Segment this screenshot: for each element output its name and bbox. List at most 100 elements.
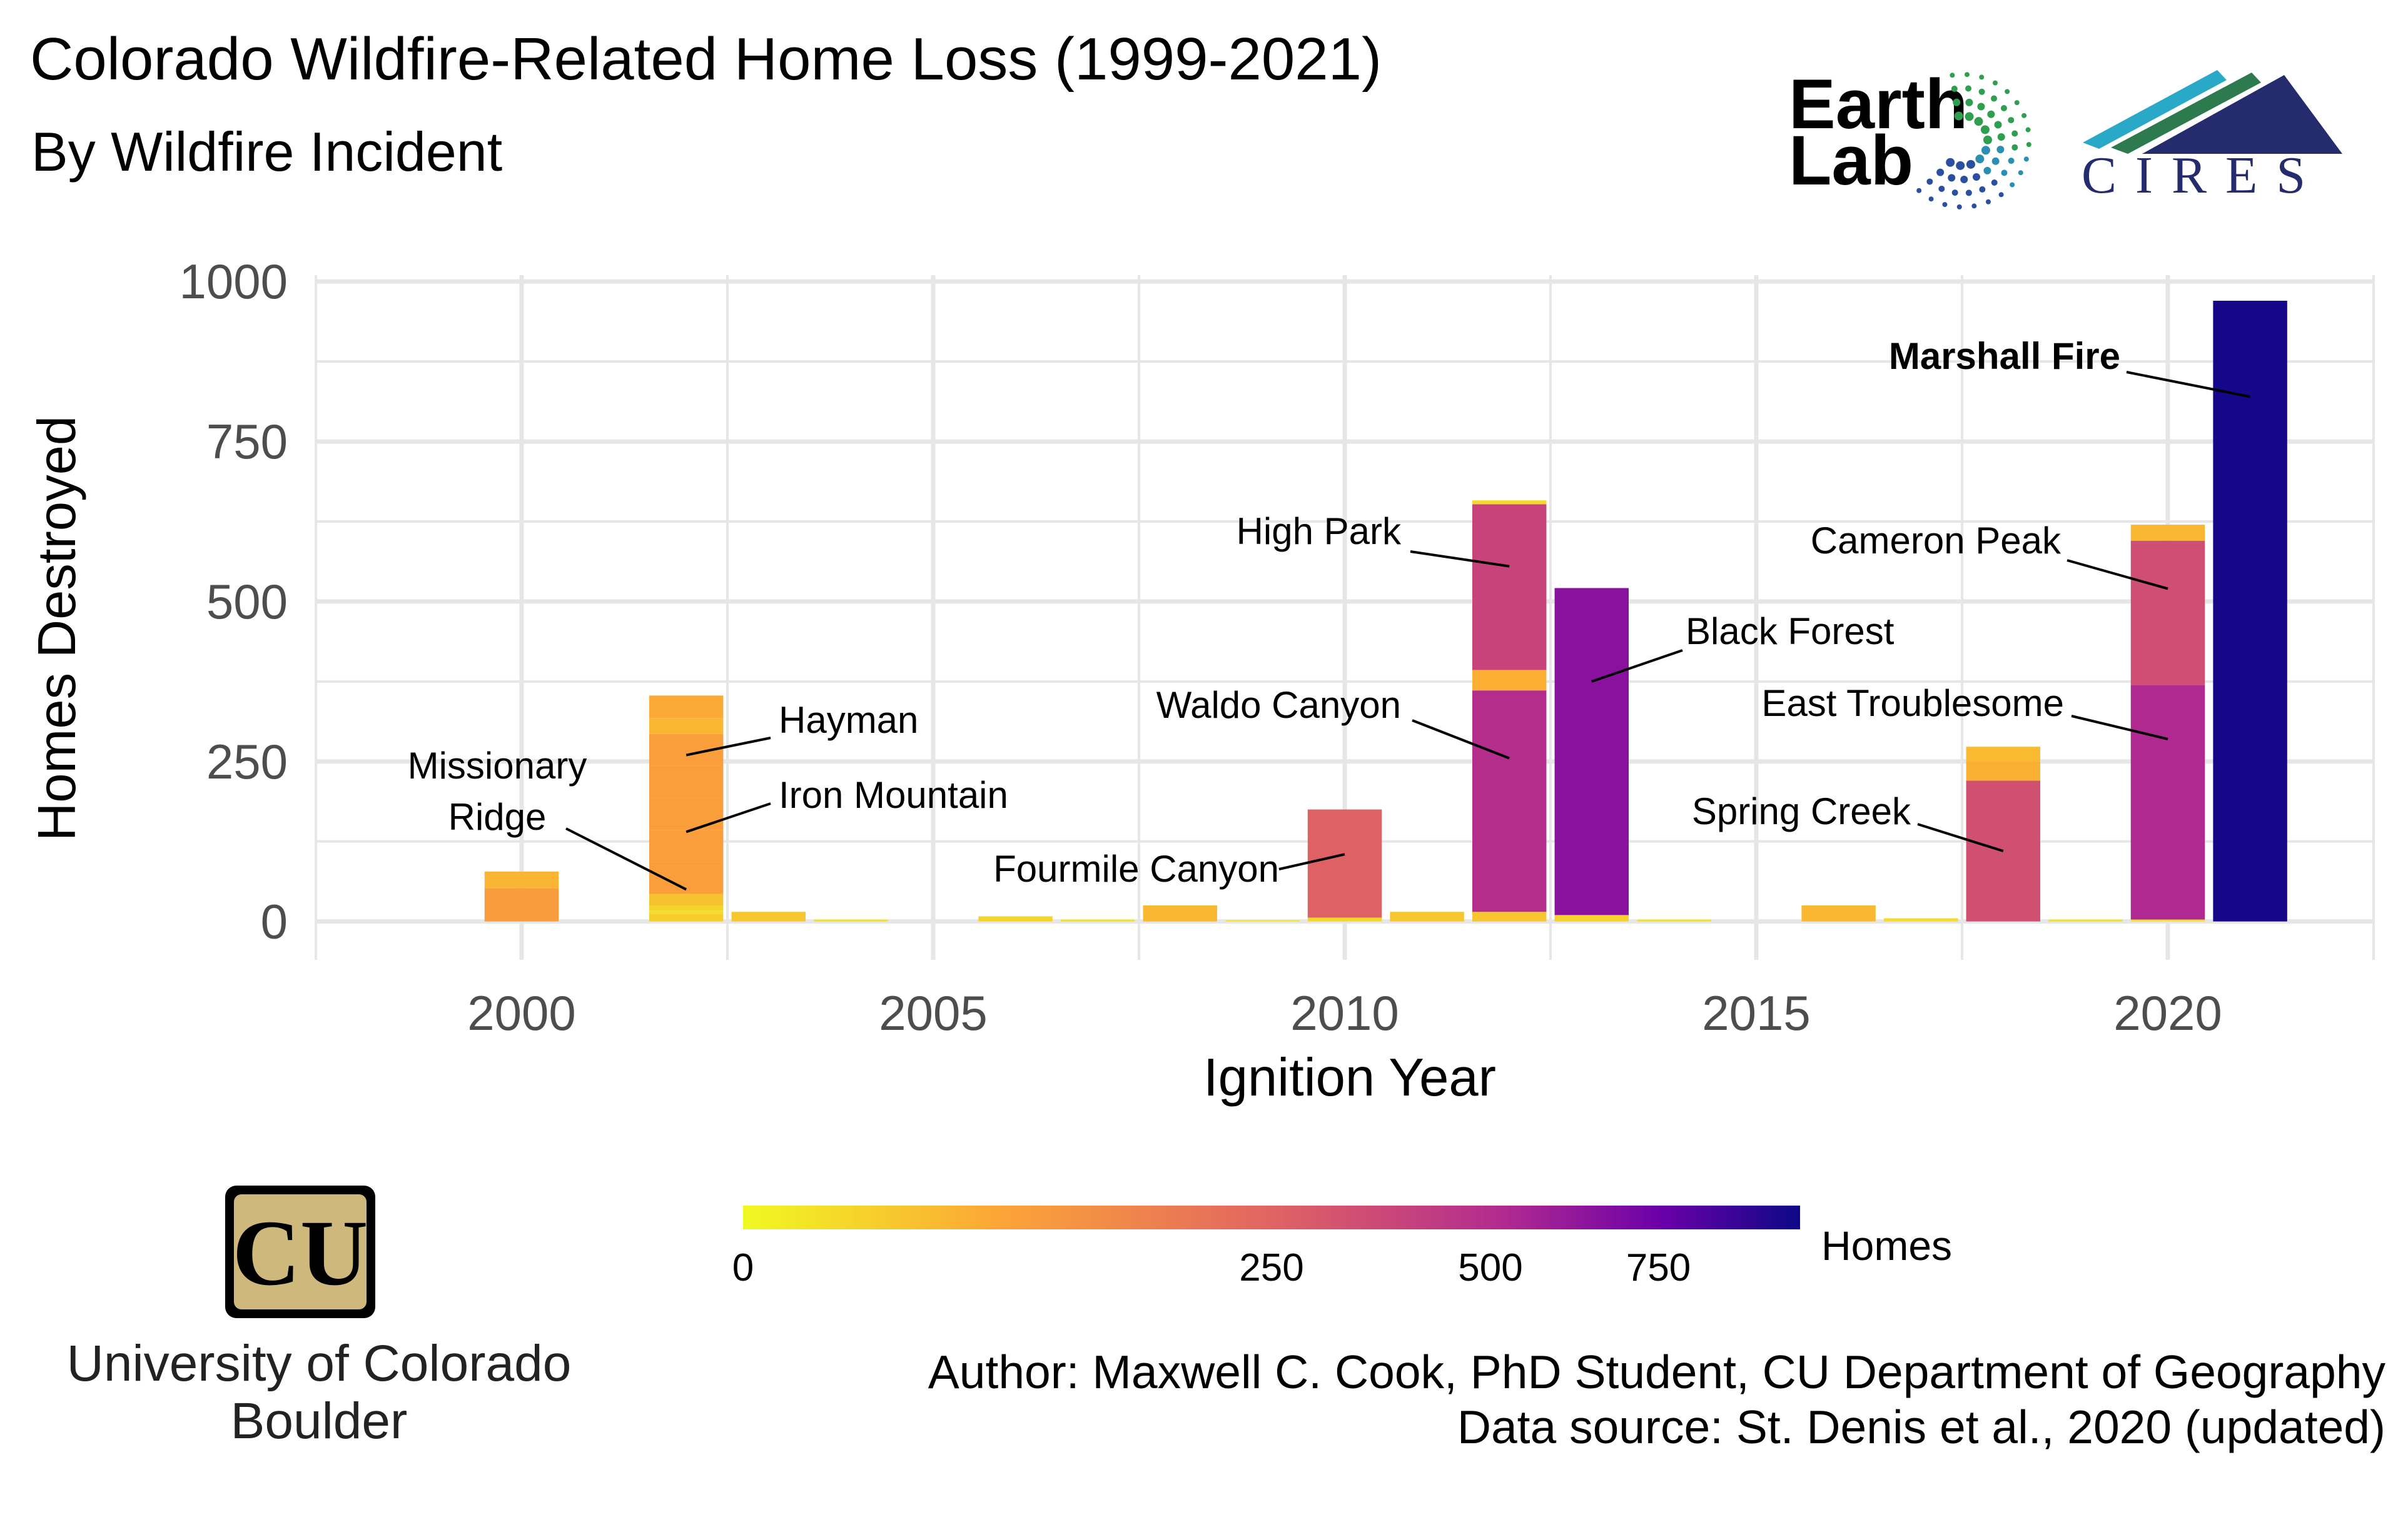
y-tick-label: 1000 [179, 254, 288, 309]
bar-segment [2130, 919, 2205, 922]
bar-2008 [1143, 905, 1218, 922]
bar-segment [2130, 540, 2205, 685]
earth-lab-logo-text-1: Earth [1789, 65, 1968, 143]
earth-lab-dot [1965, 85, 1972, 92]
earth-lab-dot [1960, 175, 1968, 183]
earth-lab-dot [1994, 121, 2002, 129]
x-tick-label: 2020 [2113, 985, 2222, 1041]
earth-lab-dot [1965, 98, 1973, 106]
bar-segment [1554, 915, 1629, 922]
bar-2007 [1060, 919, 1135, 922]
color-legend-tick-label: 0 [732, 1246, 754, 1289]
earth-lab-dot [1972, 173, 1980, 181]
bar-segment [1472, 690, 1547, 912]
bar-segment [1883, 918, 1958, 922]
bar-segment [649, 798, 724, 830]
annotation-leader-line [1278, 853, 1345, 870]
bar-segment [649, 914, 724, 922]
axes: 0 250 500 750 1000 2000 2005 2010 2015 2020 [179, 254, 2222, 1041]
earth-lab-dot [1916, 188, 1922, 193]
earth-lab-dot [1977, 103, 1985, 111]
cires-mountain-icon [2142, 75, 2342, 154]
cires-logo: CIRES [2082, 70, 2342, 204]
x-tick-label: 2000 [467, 985, 576, 1041]
cu-name-line-2: Boulder [230, 1393, 408, 1449]
earth-lab-dot [1996, 146, 2005, 154]
earth-lab-dot [1983, 166, 1991, 174]
annotation-leader-line [1412, 719, 1510, 760]
bar-segment [649, 910, 724, 914]
chart-subtitle: By Wildfire Incident [31, 121, 503, 183]
annotation-label: Iron Mountain [779, 774, 1008, 816]
earth-lab-dot [1991, 95, 1998, 102]
data-source-credit: Data source: St. Denis et al., 2020 (upd… [1457, 1401, 2385, 1453]
bar-2017 [1883, 918, 1958, 922]
earth-lab-dot [2008, 158, 2015, 164]
annotation-label: Hayman [779, 699, 918, 741]
earth-lab-dot [1992, 80, 1998, 86]
x-tick-label: 2005 [879, 985, 988, 1041]
annotation-leader-line [2067, 559, 2168, 590]
earth-lab-dot [1971, 203, 1977, 209]
earth-lab-dots-icon [1916, 72, 2031, 209]
earth-lab-dot [2008, 117, 2015, 124]
earth-lab-dot [1936, 168, 1945, 176]
bar-2016 [1801, 905, 1876, 922]
earth-lab-dot [2005, 89, 2010, 94]
annotation-leader-line [1591, 649, 1683, 683]
color-legend: 0 250 500 750 Homes [732, 1206, 1952, 1289]
bar-segment [814, 919, 888, 922]
earth-lab-dot [2021, 113, 2027, 118]
earth-lab-dot [1965, 189, 1972, 196]
bar-segment [1554, 588, 1629, 915]
bar-2014 [1637, 919, 1711, 922]
annotation-marshall-fire: Marshall Fire [1889, 335, 2250, 398]
bar-segment [1472, 912, 1547, 922]
earth-lab-dot [1926, 178, 1933, 185]
bar-2003 [731, 912, 806, 922]
earth-lab-dot [1980, 125, 1990, 134]
bar-segment [1801, 905, 1876, 922]
bar-2021 [2213, 300, 2287, 922]
bar-segment [2130, 525, 2205, 541]
annotation-missionary: Missionary Ridge [408, 745, 687, 891]
earth-lab-dot [2025, 127, 2031, 133]
earth-lab-dot [1979, 186, 1986, 193]
bar-2018 [1966, 747, 2041, 922]
earth-lab-dot [1975, 154, 1985, 164]
annotation-black-forest: Black Forest [1591, 610, 1895, 683]
credit-block: Author: Maxwell C. Cook, PhD Student, CU… [928, 1344, 2385, 1454]
cu-boulder-name: University of Colorado Boulder [50, 1335, 588, 1450]
earth-lab-dot [1997, 133, 2005, 141]
earth-lab-dot [2023, 156, 2029, 162]
bar-segment [649, 830, 724, 862]
earth-lab-dot [1950, 73, 1955, 78]
author-credit: Author: Maxwell C. Cook, PhD Student, CU… [928, 1346, 2385, 1398]
earth-lab-dot [1948, 174, 1956, 182]
bar-segment [484, 871, 559, 889]
y-tick-label: 750 [206, 414, 288, 469]
cu-logo-icon: CU [225, 1186, 375, 1318]
x-tick-label: 2015 [1702, 985, 1811, 1041]
annotation-high-park: High Park [1237, 510, 1510, 568]
bar-segment [649, 894, 724, 906]
bar-2020 [2130, 525, 2205, 922]
y-tick-label: 0 [261, 894, 288, 949]
earth-lab-dot [2000, 104, 2007, 111]
annotation-iron-mountain: Iron Mountain [685, 774, 1008, 834]
annotation-leader-line [1410, 550, 1510, 568]
annotation-waldo-canyon: Waldo Canyon [1156, 684, 1510, 760]
bar-2002 [649, 695, 724, 922]
earth-lab-dot [2010, 182, 2015, 188]
earth-lab-dot [1953, 98, 1961, 106]
annotation-label: High Park [1237, 510, 1402, 552]
svg-text:CU: CU [233, 1201, 368, 1305]
earth-lab-logo: Earth Lab [1789, 65, 2031, 209]
bar-segment [649, 695, 724, 718]
annotation-label: Ridge [448, 796, 547, 838]
bar-segment [1225, 920, 1300, 922]
annotation-east-troublesome: East Troublesome [1761, 682, 2168, 740]
color-legend-tick-label: 250 [1239, 1246, 1303, 1289]
x-tick-label: 2010 [1290, 985, 1399, 1041]
bar-2012 [1472, 500, 1547, 922]
